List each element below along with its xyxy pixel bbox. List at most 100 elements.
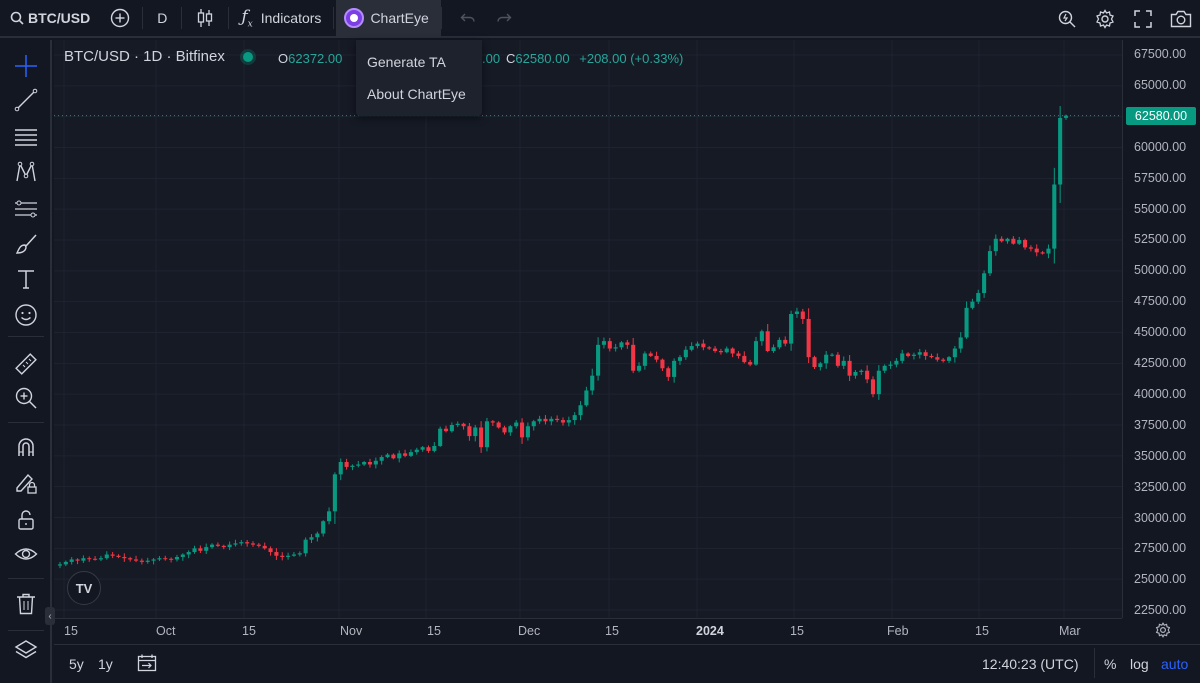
- candle-body: [502, 427, 507, 433]
- indicators-button[interactable]: ƒx Indicators: [229, 0, 333, 37]
- candle-body: [555, 418, 560, 421]
- collapse-toolbar-button[interactable]: ‹: [45, 607, 55, 625]
- candle-body: [987, 251, 993, 274]
- candle-body: [332, 474, 337, 512]
- change-value: +208.00 (+0.33%): [579, 51, 684, 66]
- magnet-tool[interactable]: [12, 433, 40, 461]
- candle-body: [736, 353, 741, 356]
- candle-body: [666, 368, 671, 377]
- menu-item-generate-ta[interactable]: Generate TA: [367, 54, 446, 70]
- candle-body: [75, 559, 80, 561]
- undo-button[interactable]: [442, 0, 486, 37]
- time-axis[interactable]: [54, 618, 1122, 644]
- candle-body: [1017, 240, 1022, 244]
- price-axis[interactable]: [1122, 40, 1200, 618]
- candle-body: [338, 462, 343, 475]
- candle-body: [601, 341, 606, 345]
- candle-body: [268, 548, 273, 553]
- candle-body: [479, 427, 484, 448]
- candle-body: [87, 558, 92, 560]
- candle-body: [139, 560, 144, 562]
- lock-all-tool[interactable]: [12, 506, 40, 534]
- candle-body: [297, 553, 302, 555]
- candle-body: [835, 354, 840, 366]
- candle-body: [163, 558, 168, 560]
- price-label: 55000.00: [1134, 201, 1187, 216]
- candle-body: [1058, 117, 1063, 185]
- candle-body: [695, 343, 700, 347]
- crosshair-tool[interactable]: [12, 52, 40, 80]
- candle-body: [707, 347, 712, 349]
- trend-line-tool[interactable]: [12, 86, 40, 114]
- symbol-search[interactable]: BTC/USD: [0, 0, 98, 37]
- time-label: 15: [605, 624, 619, 638]
- candle-body: [847, 360, 852, 376]
- chart-pane[interactable]: [54, 40, 1122, 618]
- candle-body: [625, 342, 630, 345]
- last-price-badge: 62580.00: [1126, 107, 1196, 125]
- quick-search-button[interactable]: [1048, 9, 1086, 29]
- time-label: 15: [242, 624, 256, 638]
- candle-body: [321, 521, 326, 534]
- zoom-in-tool[interactable]: [12, 384, 40, 412]
- menu-item-about-chart-eye[interactable]: About ChartEye: [367, 86, 466, 102]
- range-1y-button[interactable]: 1y: [98, 656, 113, 672]
- fullscreen-button[interactable]: [1124, 10, 1162, 28]
- remove-drawings-tool[interactable]: [12, 590, 40, 618]
- settings-button[interactable]: [1086, 9, 1124, 29]
- text-tool[interactable]: [12, 265, 40, 293]
- candle-body: [537, 418, 542, 422]
- fullscreen-icon: [1134, 10, 1152, 28]
- candle-body: [566, 420, 571, 423]
- log-toggle[interactable]: log: [1130, 656, 1149, 672]
- candle-body: [549, 418, 554, 422]
- redo-icon: [497, 13, 512, 22]
- candle-body: [520, 422, 525, 438]
- tradingview-logo[interactable]: TV: [67, 571, 101, 605]
- price-label: 40000.00: [1134, 386, 1187, 401]
- hide-drawings-tool[interactable]: [12, 540, 40, 568]
- candle-body: [391, 454, 396, 459]
- go-to-date-button[interactable]: [137, 654, 157, 677]
- candle-body: [572, 415, 577, 421]
- redo-button[interactable]: [486, 0, 522, 37]
- snapshot-button[interactable]: [1162, 10, 1200, 28]
- clock-label[interactable]: 12:40:23 (UTC): [982, 656, 1079, 672]
- brush-tool[interactable]: [12, 230, 40, 258]
- axis-settings-button[interactable]: [1155, 622, 1171, 643]
- candle-body: [789, 314, 794, 344]
- market-status-icon[interactable]: [242, 51, 253, 62]
- candle-body: [853, 371, 858, 376]
- candle-body: [525, 426, 530, 438]
- candle-body: [906, 353, 911, 356]
- candle-body: [128, 558, 133, 560]
- horizontal-lines-tool[interactable]: [12, 123, 40, 151]
- pattern-icon: [16, 161, 36, 182]
- toolbar-divider: [8, 630, 44, 631]
- auto-toggle[interactable]: auto: [1161, 656, 1189, 672]
- forecast-tool[interactable]: [12, 195, 40, 223]
- candle-body: [245, 542, 250, 544]
- forecast-icon: [15, 200, 37, 218]
- chart-type-button[interactable]: [182, 0, 228, 37]
- eye-icon: [14, 548, 38, 560]
- candle-body: [192, 548, 197, 553]
- percent-toggle[interactable]: %: [1104, 656, 1117, 672]
- symbol-label: BTC/USD: [28, 10, 91, 26]
- interval-button[interactable]: D: [143, 0, 181, 37]
- layers-icon: [14, 640, 38, 659]
- object-tree-tool[interactable]: [12, 636, 40, 664]
- range-5y-button[interactable]: 5y: [69, 656, 84, 672]
- partial-value: .00: [482, 51, 501, 66]
- emoji-tool[interactable]: [12, 301, 40, 329]
- price-chart[interactable]: [54, 40, 1122, 618]
- candle-body: [660, 359, 665, 369]
- compare-button[interactable]: [98, 0, 142, 37]
- lock-drawing-tool[interactable]: [12, 469, 40, 497]
- pattern-tool[interactable]: [12, 158, 40, 186]
- chart-eye-button[interactable]: ChartEye: [336, 0, 441, 37]
- ruler-tool[interactable]: [12, 350, 40, 378]
- candle-body: [81, 558, 86, 561]
- candle-body: [1023, 240, 1028, 248]
- toolbar-divider: [181, 7, 183, 29]
